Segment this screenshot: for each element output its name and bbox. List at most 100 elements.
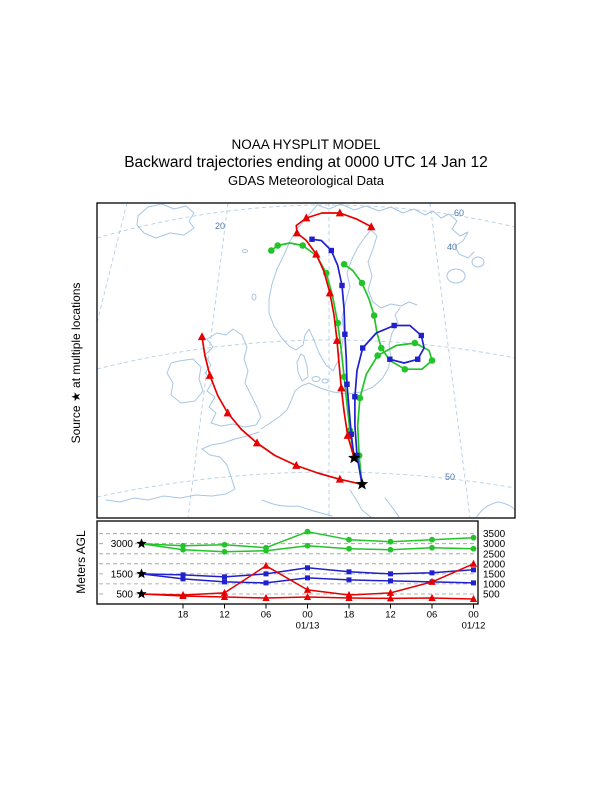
trajectory-marker-square (391, 322, 397, 329)
trajectory-marker-triangle (197, 332, 207, 341)
trajectory-marker-triangle (367, 222, 376, 231)
coastline-ireland (166, 358, 204, 404)
profile-marker-square (429, 570, 435, 576)
trajectory-marker-circle (274, 242, 282, 249)
trajectory-marker-triangle (335, 208, 344, 217)
trajectory-marker-triangle (343, 430, 352, 439)
profile-marker-triangle (303, 585, 312, 593)
profile-marker-triangle (345, 590, 353, 598)
ytick-right-label: 2500 (483, 549, 506, 560)
profile-marker-square (388, 571, 393, 577)
trajectory-marker-square (418, 332, 424, 339)
profile-marker-square (180, 572, 186, 578)
source-star (355, 477, 369, 490)
coastline-adriatic (384, 497, 400, 518)
title-block: NOAA HYSPLIT MODEL Backward trajectories… (124, 137, 488, 188)
trajectory-red-north (295, 212, 372, 459)
profile-marker-circle (304, 542, 311, 549)
trajectory-marker-square (328, 247, 334, 254)
profile-marker-square (471, 580, 476, 586)
profile-marker-circle (346, 545, 352, 552)
coastline-mediterranean (261, 499, 333, 517)
trajectory-marker-square (352, 394, 358, 400)
meteo-data-label: GDAS Meteorological Data (228, 173, 385, 188)
profile-marker-square (305, 575, 310, 581)
xtick-date-label: 01/12 (462, 621, 486, 632)
trajectory-marker-circle (401, 365, 409, 373)
trajectory-marker-square (360, 345, 366, 351)
coastline-biscay (105, 431, 260, 503)
xtick-hour-label: 06 (261, 610, 272, 621)
profile-marker-triangle (179, 590, 187, 598)
profile-marker-triangle (386, 594, 395, 602)
coastline-iceland (136, 203, 195, 239)
coastline-scandinavia (268, 204, 418, 372)
profile-marker-circle (470, 545, 477, 552)
graticule-labels: 20 60 40 50 (215, 208, 464, 482)
profile-marker-triangle (220, 592, 229, 600)
trajectory-marker-circle (358, 279, 366, 287)
trajectory-marker-square (309, 236, 315, 242)
trajectory-marker-triangle (223, 408, 232, 417)
trajectory-marker-triangle (332, 335, 342, 344)
profile-series (136, 528, 478, 602)
xtick-hour-label: 06 (427, 610, 438, 621)
trajectory-marker-circle (340, 373, 348, 381)
profile-source-star (136, 538, 147, 549)
trajectory-marker-triangle (312, 249, 321, 258)
xtick-hour-label: 00 (468, 610, 479, 621)
graticule-label: 40 (447, 242, 457, 252)
profile-marker-triangle (262, 561, 270, 569)
graticule-meridian (429, 203, 471, 518)
map-sources (348, 451, 369, 490)
coastline-blacksea (475, 501, 515, 518)
trajectory-marker-circle (267, 247, 275, 254)
trajectory-marker-triangle (205, 370, 214, 379)
trajectory-marker-square (339, 282, 345, 289)
coastline-italy (349, 489, 372, 518)
xtick-hour-label: 18 (178, 610, 189, 621)
trajectory-marker-square (354, 452, 360, 459)
ytick-right-label: 500 (483, 590, 500, 601)
profile-marker-circle (221, 541, 228, 548)
graticule-meridian (187, 203, 229, 518)
ytick-right-label: 1000 (483, 579, 506, 590)
graticule (97, 203, 515, 518)
trajectory-marker-circle (428, 357, 436, 364)
trajectory-marker-circle (411, 339, 419, 347)
profile-panel: 3000150050035003000250020001500100050018… (96, 520, 506, 632)
graticule-parallel (97, 204, 515, 239)
profile-marker-triangle (469, 559, 478, 567)
trajectory-marker-circle (340, 260, 348, 268)
profile-marker-square (263, 571, 269, 577)
trajectory-marker-triangle (252, 438, 262, 447)
profile-source-star (136, 588, 147, 599)
profile-marker-circle (180, 542, 186, 549)
trajectory-marker-circle (356, 394, 364, 402)
trajectory-marker-square (348, 431, 354, 437)
ytick-right-label: 3000 (483, 539, 506, 550)
shetland-islands (251, 293, 257, 301)
profile-marker-square (471, 567, 476, 573)
profile-marker-triangle (220, 588, 229, 596)
xtick-hour-label: 12 (385, 610, 396, 621)
trajectory-marker-circle (334, 319, 342, 327)
profile-marker-circle (263, 547, 269, 554)
trajectory-red-west (201, 336, 363, 486)
coastline-kola (432, 210, 475, 259)
danish-island (311, 376, 321, 382)
profile-marker-square (305, 565, 310, 571)
profile-marker-square (346, 577, 352, 583)
profile-axes: 3000150050035003000250020001500100050018… (103, 529, 506, 632)
profile-marker-triangle (386, 588, 395, 596)
xtick-hour-label: 12 (219, 610, 230, 621)
profile-marker-circle (304, 528, 311, 535)
xtick-hour-label: 18 (344, 610, 355, 621)
graticule-parallel (97, 339, 515, 370)
meters-agl-label: Meters AGL (74, 530, 88, 594)
map-frame (96, 202, 516, 519)
graticule-label: 60 (454, 208, 464, 218)
trajectory-marker-circle (374, 352, 382, 359)
profile-marker-circle (387, 546, 394, 553)
